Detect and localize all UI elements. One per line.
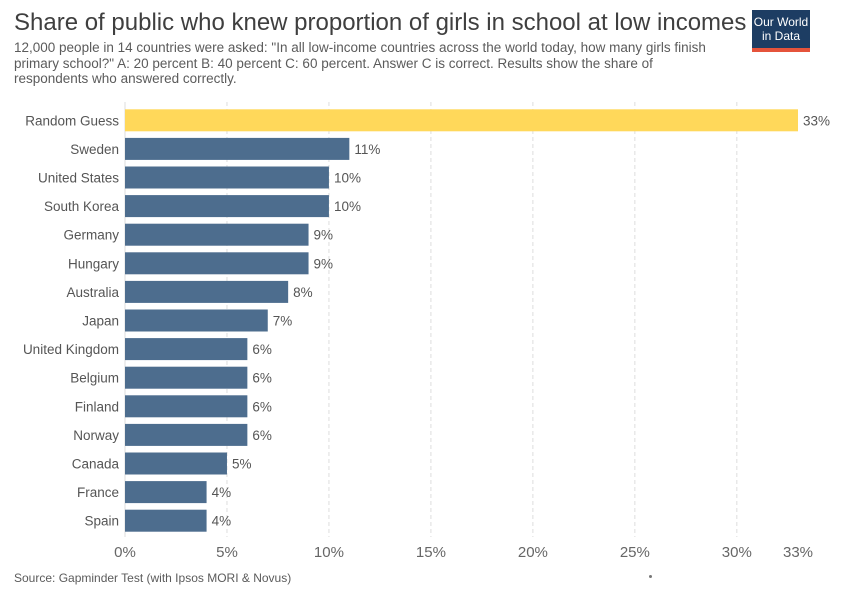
x-tick-label: 0% xyxy=(114,544,136,561)
value-label: 6% xyxy=(252,371,272,386)
value-label: 5% xyxy=(232,457,252,472)
category-label: Canada xyxy=(72,457,120,472)
value-label: 4% xyxy=(212,485,232,500)
value-label: 4% xyxy=(212,514,232,529)
value-label: 8% xyxy=(293,285,313,300)
category-label: South Korea xyxy=(44,199,120,214)
category-label: United States xyxy=(38,171,119,186)
bar[interactable] xyxy=(125,509,207,532)
owid-logo[interactable]: Our World in Data xyxy=(752,10,810,52)
x-tick-label: 5% xyxy=(216,544,238,561)
footer-dot xyxy=(649,575,652,578)
bar[interactable] xyxy=(125,423,248,446)
value-label: 9% xyxy=(314,256,334,271)
x-axis-tick-labels: 0% 5% 10% 15% 20% 25% 30% 33% xyxy=(114,544,813,561)
bar[interactable] xyxy=(125,109,798,132)
value-label: 7% xyxy=(273,314,293,329)
value-label: 6% xyxy=(252,399,272,414)
category-label: Spain xyxy=(84,514,119,529)
value-label: 11% xyxy=(354,142,380,157)
bar[interactable] xyxy=(125,166,329,189)
chart-subtitle: 12,000 people in 14 countries were asked… xyxy=(14,40,706,86)
bar[interactable] xyxy=(125,309,268,332)
value-label: 6% xyxy=(252,428,272,443)
logo-line-2: in Data xyxy=(761,29,801,43)
chart-title: Share of public who knew proportion of g… xyxy=(14,9,747,36)
x-tick-label: 33% xyxy=(783,544,813,561)
bar[interactable] xyxy=(125,366,248,389)
bar[interactable] xyxy=(125,195,329,218)
category-label: Belgium xyxy=(70,371,119,386)
bar[interactable] xyxy=(125,223,309,246)
category-label: Finland xyxy=(75,399,119,414)
bar[interactable] xyxy=(125,137,350,160)
category-label: United Kingdom xyxy=(23,342,119,357)
value-label: 10% xyxy=(334,171,361,186)
bar[interactable] xyxy=(125,452,227,475)
x-tick-label: 30% xyxy=(722,544,752,561)
logo-accent-bar xyxy=(752,48,810,52)
value-label: 33% xyxy=(803,113,830,128)
category-label: Sweden xyxy=(70,142,119,157)
value-label: 9% xyxy=(314,228,334,243)
x-tick-label: 20% xyxy=(518,544,548,561)
category-label: Random Guess xyxy=(25,113,119,128)
source-note: Source: Gapminder Test (with Ipsos MORI … xyxy=(14,571,292,585)
bar[interactable] xyxy=(125,252,309,275)
bar[interactable] xyxy=(125,280,289,303)
value-labels: 33%11%10%10%9%9%8%7%6%6%6%6%5%4%4% xyxy=(212,113,830,528)
bars xyxy=(125,109,798,532)
category-label: France xyxy=(77,485,119,500)
bar[interactable] xyxy=(125,338,248,361)
category-label: Norway xyxy=(73,428,119,443)
x-tick-label: 15% xyxy=(416,544,446,561)
bar[interactable] xyxy=(125,395,248,418)
category-label: Japan xyxy=(82,314,119,329)
category-label: Hungary xyxy=(68,256,119,271)
value-label: 6% xyxy=(252,342,272,357)
x-tick-label: 25% xyxy=(620,544,650,561)
category-label: Germany xyxy=(63,228,119,243)
category-label: Australia xyxy=(66,285,119,300)
logo-line-1: Our World xyxy=(753,15,809,29)
value-label: 10% xyxy=(334,199,361,214)
x-tick-label: 10% xyxy=(314,544,344,561)
bar[interactable] xyxy=(125,481,207,504)
category-labels: Random Guess Sweden United States South Kor… xyxy=(23,113,120,528)
